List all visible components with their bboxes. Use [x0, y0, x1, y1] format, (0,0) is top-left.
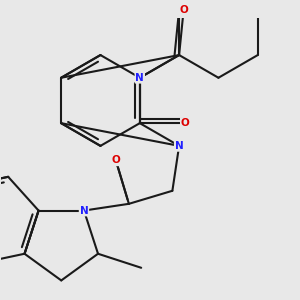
- Text: O: O: [181, 118, 190, 128]
- Text: N: N: [175, 141, 184, 151]
- Text: N: N: [135, 73, 144, 83]
- Text: O: O: [179, 5, 188, 15]
- Text: O: O: [112, 155, 120, 165]
- Text: N: N: [80, 206, 88, 216]
